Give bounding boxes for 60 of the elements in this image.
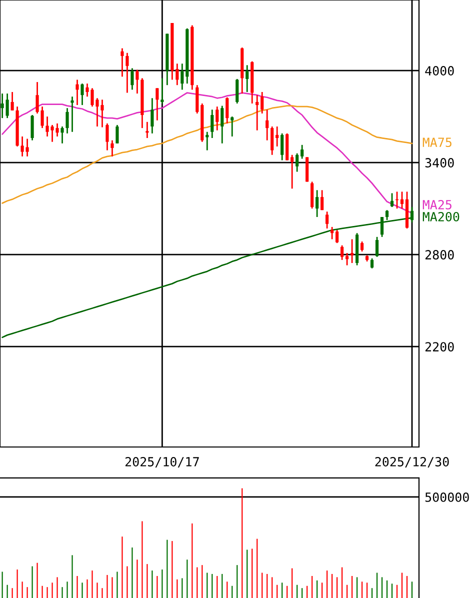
candlestick <box>110 140 114 158</box>
candlestick <box>316 189 319 218</box>
candlestick <box>300 144 304 160</box>
candlestick <box>346 252 349 266</box>
y-tick-label: 4000 <box>425 66 454 76</box>
candlestick <box>220 105 224 144</box>
candlestick <box>226 96 229 124</box>
candlestick <box>30 114 34 142</box>
y-tick-label: 2800 <box>425 250 454 260</box>
candlestick <box>390 192 394 208</box>
x-tick-label: 2025/10/17 <box>125 457 199 468</box>
candlestick <box>160 78 164 104</box>
candlestick <box>370 258 374 270</box>
candlestick <box>230 116 234 138</box>
candlestick <box>216 106 219 132</box>
candlestick <box>176 62 179 86</box>
candlestick <box>80 82 84 106</box>
candlestick <box>260 91 264 114</box>
candlestick <box>296 152 299 172</box>
candlestick <box>276 126 279 148</box>
candlestick <box>270 126 274 156</box>
candlestick <box>180 62 184 90</box>
candlestick <box>120 48 124 78</box>
candlestick <box>360 240 364 252</box>
candlestick <box>150 97 154 134</box>
candlestick <box>236 78 239 104</box>
candlestick <box>400 190 404 210</box>
candlestick <box>156 87 159 122</box>
candlestick <box>60 126 64 144</box>
candlestick <box>310 181 314 210</box>
y-tick-label: 2200 <box>425 342 454 352</box>
candlestick <box>336 229 339 244</box>
candlestick <box>146 121 149 139</box>
candlestick <box>256 94 259 132</box>
series-label: MA25 <box>422 200 452 210</box>
candlestick <box>130 68 134 90</box>
candlestick <box>210 108 214 139</box>
candlestick <box>136 69 139 94</box>
candlestick <box>280 132 284 161</box>
x-tick-label: 2025/12/30 <box>375 457 449 468</box>
candlestick <box>76 79 79 106</box>
candlestick <box>10 91 14 112</box>
y-tick-label: 500000 <box>425 492 469 502</box>
candlestick <box>326 210 329 230</box>
candlestick <box>70 96 74 133</box>
candlestick <box>106 122 109 151</box>
candlestick <box>290 154 294 190</box>
candlestick <box>340 244 344 261</box>
candlestick <box>126 52 129 94</box>
series-label: MA200 <box>422 212 460 222</box>
candlestick <box>375 236 379 258</box>
candlestick <box>66 107 69 134</box>
candlestick <box>246 64 249 93</box>
candlestick <box>350 238 354 264</box>
candlestick <box>330 226 334 240</box>
y-tick-label: 3400 <box>425 158 454 168</box>
series-label: MA75 <box>422 138 452 148</box>
candlestick <box>266 108 269 142</box>
candlestick <box>116 124 119 144</box>
candlestick <box>320 189 324 211</box>
